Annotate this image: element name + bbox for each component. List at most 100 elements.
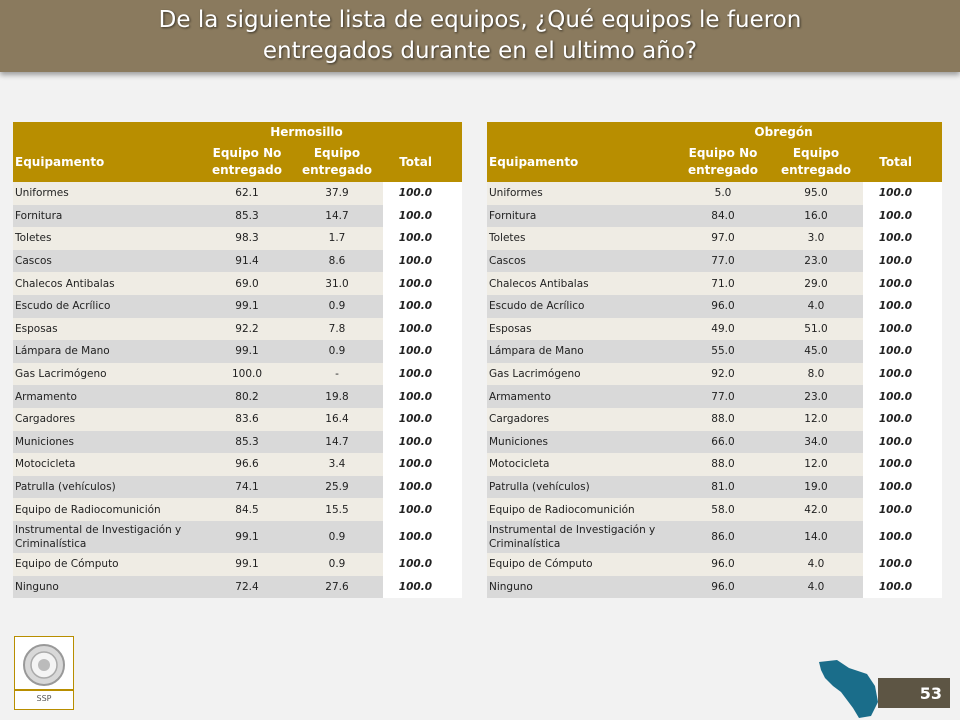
cell-not-delivered: 69.0 — [203, 272, 291, 295]
hermosillo-table: Hermosillo Equipamento Equipo No entrega… — [13, 122, 463, 599]
cell-total: 100.0 — [383, 204, 463, 228]
table-row: Instrumental de Investigación y Criminal… — [487, 520, 943, 553]
row-label: Patrulla (vehículos) — [13, 475, 203, 499]
row-label: Cascos — [13, 249, 203, 273]
table-row: Municiones 66.0 34.0 100.0 — [487, 430, 943, 454]
cell-not-delivered: 49.0 — [677, 317, 769, 341]
row-label: Cargadores — [13, 407, 203, 431]
row-label: Uniformes — [13, 182, 203, 205]
cell-total: 100.0 — [863, 227, 943, 250]
row-label: Motocicleta — [487, 453, 677, 476]
row-label: Esposas — [13, 317, 203, 341]
column-header-not-delivered: Equipo No entregado — [203, 142, 291, 182]
row-label: Fornitura — [13, 204, 203, 228]
cell-delivered: 45.0 — [769, 340, 863, 363]
cell-not-delivered: 85.3 — [203, 430, 291, 454]
cell-delivered: 15.5 — [291, 498, 383, 521]
cell-total: 100.0 — [863, 272, 943, 295]
cell-delivered: 51.0 — [769, 317, 863, 341]
cell-delivered: 31.0 — [291, 272, 383, 295]
column-header-delivered: Equipo entregado — [291, 142, 383, 182]
cell-total: 100.0 — [383, 385, 463, 408]
cell-not-delivered: 62.1 — [203, 182, 291, 205]
cell-delivered: 4.0 — [769, 552, 863, 576]
cell-not-delivered: 92.2 — [203, 317, 291, 341]
cell-not-delivered: 5.0 — [677, 182, 769, 205]
cell-not-delivered: 96.6 — [203, 453, 291, 476]
row-label: Toletes — [487, 227, 677, 250]
cell-total: 100.0 — [383, 575, 463, 599]
cell-delivered: 0.9 — [291, 340, 383, 363]
cell-not-delivered: 99.1 — [203, 552, 291, 576]
table-row: Cargadores 88.0 12.0 100.0 — [487, 407, 943, 431]
cell-delivered: 19.0 — [769, 475, 863, 499]
row-label: Gas Lacrimógeno — [487, 362, 677, 386]
cell-delivered: 19.8 — [291, 385, 383, 408]
cell-total: 100.0 — [863, 204, 943, 228]
cell-total: 100.0 — [383, 182, 463, 205]
table-row: Chalecos Antibalas 71.0 29.0 100.0 — [487, 272, 943, 295]
row-label: Toletes — [13, 227, 203, 250]
cell-total: 100.0 — [383, 340, 463, 363]
table-row: Equipo de Radiocomunición 84.5 15.5 100.0 — [13, 498, 463, 521]
table-row: Armamento 80.2 19.8 100.0 — [13, 385, 463, 408]
cell-not-delivered: 88.0 — [677, 407, 769, 431]
row-label: Escudo de Acrílico — [487, 294, 677, 318]
cell-total: 100.0 — [863, 407, 943, 431]
city-header-hermosillo: Hermosillo — [13, 122, 463, 142]
cell-total: 100.0 — [863, 575, 943, 599]
cell-not-delivered: 77.0 — [677, 385, 769, 408]
row-label: Esposas — [487, 317, 677, 341]
cell-total: 100.0 — [863, 385, 943, 408]
page-number-badge: 53 — [878, 678, 950, 708]
cell-total: 100.0 — [863, 552, 943, 576]
cell-total: 100.0 — [863, 294, 943, 318]
cell-total: 100.0 — [383, 475, 463, 499]
table-row: Motocicleta 96.6 3.4 100.0 — [13, 453, 463, 476]
cell-delivered: 14.7 — [291, 204, 383, 228]
column-header-equipment: Equipamento — [487, 142, 677, 182]
cell-not-delivered: 99.1 — [203, 340, 291, 363]
cell-not-delivered: 97.0 — [677, 227, 769, 250]
cell-total: 100.0 — [383, 453, 463, 476]
cell-delivered: 1.7 — [291, 227, 383, 250]
cell-total: 100.0 — [383, 430, 463, 454]
table-row: Fornitura 85.3 14.7 100.0 — [13, 204, 463, 228]
sonora-map-icon — [819, 660, 878, 718]
cell-not-delivered: 72.4 — [203, 575, 291, 599]
column-header-total: Total — [383, 142, 463, 182]
cell-delivered: 3.0 — [769, 227, 863, 250]
row-label: Equipo de Radiocomunición — [487, 498, 677, 521]
row-label: Ninguno — [487, 575, 677, 599]
city-header-obregon: Obregón — [487, 122, 943, 142]
column-header-delivered: Equipo entregado — [769, 142, 863, 182]
cell-total: 100.0 — [383, 520, 463, 553]
cell-not-delivered: 92.0 — [677, 362, 769, 386]
row-label: Gas Lacrimógeno — [13, 362, 203, 386]
row-label: Patrulla (vehículos) — [487, 475, 677, 499]
table-row: Patrulla (vehículos) 74.1 25.9 100.0 — [13, 475, 463, 499]
cell-delivered: 12.0 — [769, 407, 863, 431]
table-row: Ninguno 72.4 27.6 100.0 — [13, 575, 463, 599]
cell-not-delivered: 84.5 — [203, 498, 291, 521]
cell-total: 100.0 — [863, 340, 943, 363]
row-label: Lámpara de Mano — [13, 340, 203, 363]
ssp-logo: SSP — [14, 636, 74, 710]
table-row: Lámpara de Mano 55.0 45.0 100.0 — [487, 340, 943, 363]
row-label: Armamento — [13, 385, 203, 408]
table-row: Motocicleta 88.0 12.0 100.0 — [487, 453, 943, 476]
cell-total: 100.0 — [383, 498, 463, 521]
cell-not-delivered: 71.0 — [677, 272, 769, 295]
cell-not-delivered: 85.3 — [203, 204, 291, 228]
table-row: Uniformes 62.1 37.9 100.0 — [13, 182, 463, 205]
row-label: Cargadores — [487, 407, 677, 431]
row-label: Municiones — [487, 430, 677, 454]
table-row: Gas Lacrimógeno 100.0-100.0 — [13, 362, 463, 386]
table-row: Uniformes 5.0 95.0 100.0 — [487, 182, 943, 205]
cell-delivered: 0.9 — [291, 520, 383, 553]
cell-total: 100.0 — [383, 317, 463, 341]
table-row: Municiones 85.3 14.7 100.0 — [13, 430, 463, 454]
table-row: Escudo de Acrílico 99.1 0.9 100.0 — [13, 294, 463, 318]
cell-not-delivered: 84.0 — [677, 204, 769, 228]
table-row: Ninguno 96.0 4.0 100.0 — [487, 575, 943, 599]
